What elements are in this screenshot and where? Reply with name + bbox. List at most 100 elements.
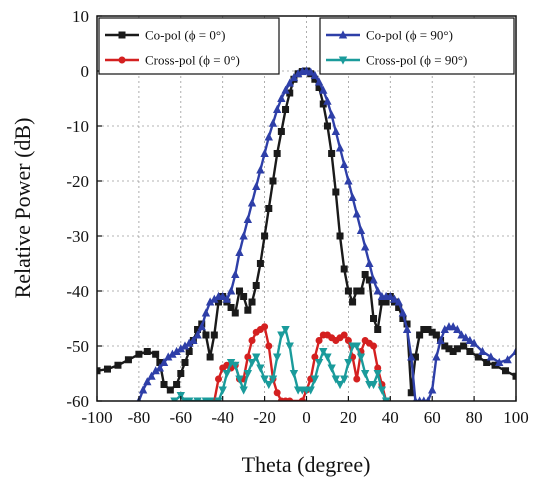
data-point bbox=[189, 335, 198, 345]
data-point bbox=[277, 128, 285, 136]
data-point bbox=[386, 291, 395, 301]
data-point bbox=[273, 150, 281, 158]
legend-marker bbox=[118, 56, 126, 64]
data-point bbox=[319, 347, 328, 357]
data-point bbox=[277, 331, 286, 340]
data-point bbox=[197, 322, 206, 331]
x-tick-label: 0 bbox=[302, 408, 311, 427]
x-tick-label: 60 bbox=[424, 408, 441, 427]
data-point bbox=[344, 358, 353, 368]
data-point bbox=[247, 358, 257, 368]
y-tick-label: 0 bbox=[81, 62, 90, 81]
data-point bbox=[215, 375, 223, 383]
data-point bbox=[511, 346, 516, 356]
data-point bbox=[503, 355, 512, 364]
data-point bbox=[323, 122, 331, 130]
data-point bbox=[160, 380, 168, 388]
data-point bbox=[222, 294, 232, 303]
data-point bbox=[340, 331, 348, 339]
data-point bbox=[360, 242, 370, 251]
legend-box-1: Co-pol (ϕ = 0°) Cross-pol (ϕ = 0°) bbox=[98, 17, 280, 75]
data-point bbox=[466, 347, 474, 355]
data-point bbox=[332, 188, 340, 196]
data-point bbox=[272, 353, 282, 362]
y-tick-label: -10 bbox=[66, 117, 89, 136]
y-tick-label: -50 bbox=[66, 337, 89, 356]
data-point bbox=[244, 306, 252, 314]
data-point bbox=[327, 110, 336, 119]
x-tick-label: 40 bbox=[382, 408, 399, 427]
data-point bbox=[461, 333, 470, 342]
data-point bbox=[370, 314, 378, 322]
data-point bbox=[352, 342, 361, 351]
data-point bbox=[315, 336, 323, 344]
legend-label: Co-pol (ϕ = 0°) bbox=[145, 28, 225, 43]
data-point bbox=[252, 353, 261, 362]
data-point bbox=[248, 298, 256, 306]
data-point bbox=[377, 386, 387, 395]
data-point bbox=[124, 356, 132, 364]
data-point bbox=[265, 205, 273, 213]
data-point bbox=[381, 397, 391, 401]
data-point bbox=[432, 352, 441, 361]
data-point bbox=[252, 281, 260, 289]
data-point bbox=[227, 303, 235, 311]
tick-labels: -100 -80 -60 -40 -20 0 20 40 60 80 100100-10-20-30… bbox=[66, 7, 528, 427]
data-point bbox=[407, 352, 416, 361]
data-point bbox=[340, 265, 348, 273]
x-tick-label: -20 bbox=[253, 408, 276, 427]
data-point bbox=[335, 143, 345, 152]
data-point bbox=[469, 338, 479, 347]
x-tick-label: 20 bbox=[340, 408, 357, 427]
data-point bbox=[235, 287, 243, 295]
x-tick-label: -60 bbox=[169, 408, 192, 427]
data-point bbox=[349, 298, 357, 306]
data-point bbox=[138, 385, 148, 394]
y-tick-label: -30 bbox=[66, 227, 89, 246]
data-point bbox=[285, 78, 294, 87]
data-point bbox=[344, 287, 352, 295]
data-point bbox=[335, 380, 345, 390]
data-point bbox=[478, 346, 487, 356]
data-point bbox=[352, 209, 361, 218]
data-point bbox=[231, 269, 240, 279]
data-point bbox=[486, 352, 496, 361]
data-point bbox=[269, 177, 277, 185]
data-point bbox=[147, 371, 156, 380]
data-point bbox=[193, 397, 202, 401]
legend-frame bbox=[319, 17, 515, 75]
data-point bbox=[272, 104, 282, 113]
data-point bbox=[319, 85, 328, 94]
data-point bbox=[344, 336, 352, 344]
data-point bbox=[202, 331, 210, 339]
data-point bbox=[206, 353, 214, 361]
data-point bbox=[281, 325, 290, 335]
data-point bbox=[369, 275, 378, 284]
y-tick-label: -20 bbox=[66, 172, 89, 191]
data-point bbox=[365, 258, 374, 268]
data-point bbox=[256, 165, 265, 174]
x-tick-label: -100 bbox=[81, 408, 112, 427]
grid-lines bbox=[97, 16, 516, 401]
data-point bbox=[243, 214, 253, 223]
data-point bbox=[453, 324, 462, 334]
legend-marker bbox=[338, 30, 348, 39]
data-point bbox=[390, 294, 399, 303]
data-point bbox=[369, 380, 378, 390]
data-point bbox=[457, 330, 466, 339]
data-point bbox=[453, 345, 461, 353]
data-point bbox=[243, 369, 253, 379]
data-point bbox=[103, 365, 111, 373]
legend: Co-pol (ϕ = 0°)Cross-pol (ϕ = 0°)Co-pol … bbox=[98, 17, 515, 75]
data-point bbox=[264, 132, 273, 141]
data-point bbox=[260, 148, 269, 157]
data-point bbox=[323, 353, 332, 362]
data-point bbox=[114, 361, 122, 369]
data-point bbox=[370, 342, 378, 350]
axis-ticks bbox=[96, 15, 517, 402]
data-point bbox=[474, 353, 482, 361]
data-point bbox=[398, 308, 408, 317]
data-point bbox=[310, 375, 320, 384]
data-point bbox=[214, 397, 223, 401]
